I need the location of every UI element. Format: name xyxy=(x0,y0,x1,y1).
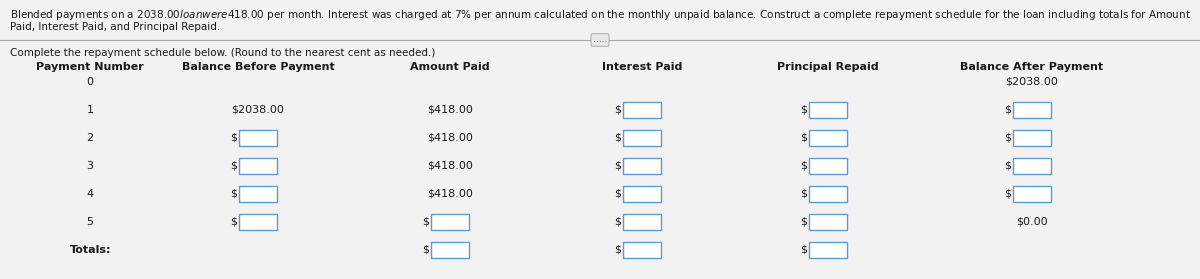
Text: Complete the repayment schedule below. (Round to the nearest cent as needed.): Complete the repayment schedule below. (… xyxy=(10,48,436,58)
Text: $: $ xyxy=(614,217,622,227)
Text: $418.00: $418.00 xyxy=(427,161,473,171)
Text: $: $ xyxy=(1004,161,1010,171)
Text: $: $ xyxy=(614,189,622,199)
FancyBboxPatch shape xyxy=(809,214,847,230)
Text: $: $ xyxy=(614,161,622,171)
Text: $: $ xyxy=(230,161,238,171)
FancyBboxPatch shape xyxy=(239,214,277,230)
Text: $: $ xyxy=(800,189,806,199)
Text: $418.00: $418.00 xyxy=(427,105,473,115)
Text: $: $ xyxy=(230,133,238,143)
Text: $: $ xyxy=(422,245,430,255)
Text: 3: 3 xyxy=(86,161,94,171)
Text: $: $ xyxy=(1004,189,1010,199)
Text: $418.00: $418.00 xyxy=(427,133,473,143)
Text: Payment Number: Payment Number xyxy=(36,62,144,72)
FancyBboxPatch shape xyxy=(623,242,661,258)
FancyBboxPatch shape xyxy=(431,214,469,230)
Text: $: $ xyxy=(1004,105,1010,115)
FancyBboxPatch shape xyxy=(239,130,277,146)
Text: $: $ xyxy=(800,161,806,171)
FancyBboxPatch shape xyxy=(623,214,661,230)
FancyBboxPatch shape xyxy=(431,242,469,258)
FancyBboxPatch shape xyxy=(809,102,847,118)
Text: .....: ..... xyxy=(593,35,607,44)
FancyBboxPatch shape xyxy=(809,158,847,174)
Text: 0: 0 xyxy=(86,77,94,87)
Text: $: $ xyxy=(614,133,622,143)
FancyBboxPatch shape xyxy=(809,186,847,202)
FancyBboxPatch shape xyxy=(809,130,847,146)
Text: 4: 4 xyxy=(86,189,94,199)
FancyBboxPatch shape xyxy=(623,158,661,174)
Text: $2038.00: $2038.00 xyxy=(1006,77,1058,87)
FancyBboxPatch shape xyxy=(239,158,277,174)
FancyBboxPatch shape xyxy=(623,186,661,202)
Text: $: $ xyxy=(614,105,622,115)
Text: 2: 2 xyxy=(86,133,94,143)
Text: Paid, Interest Paid, and Principal Repaid.: Paid, Interest Paid, and Principal Repai… xyxy=(10,22,221,32)
Text: $: $ xyxy=(800,133,806,143)
Text: $: $ xyxy=(800,105,806,115)
Text: Amount Paid: Amount Paid xyxy=(410,62,490,72)
Text: $: $ xyxy=(1004,133,1010,143)
Text: 5: 5 xyxy=(86,217,94,227)
FancyBboxPatch shape xyxy=(1013,130,1051,146)
Text: Balance Before Payment: Balance Before Payment xyxy=(181,62,335,72)
Text: $: $ xyxy=(230,217,238,227)
Text: Interest Paid: Interest Paid xyxy=(602,62,682,72)
Text: $: $ xyxy=(800,245,806,255)
Text: Principal Repaid: Principal Repaid xyxy=(778,62,878,72)
Text: Totals:: Totals: xyxy=(70,245,112,255)
Text: 1: 1 xyxy=(86,105,94,115)
FancyBboxPatch shape xyxy=(623,102,661,118)
Text: $: $ xyxy=(800,217,806,227)
FancyBboxPatch shape xyxy=(809,242,847,258)
FancyBboxPatch shape xyxy=(1013,158,1051,174)
Text: $2038.00: $2038.00 xyxy=(232,105,284,115)
Text: Balance After Payment: Balance After Payment xyxy=(960,62,1104,72)
FancyBboxPatch shape xyxy=(623,130,661,146)
FancyBboxPatch shape xyxy=(239,186,277,202)
FancyBboxPatch shape xyxy=(1013,186,1051,202)
Text: $418.00: $418.00 xyxy=(427,189,473,199)
Text: $: $ xyxy=(614,245,622,255)
Text: $0.00: $0.00 xyxy=(1016,217,1048,227)
Text: $: $ xyxy=(422,217,430,227)
FancyBboxPatch shape xyxy=(1013,102,1051,118)
Text: $: $ xyxy=(230,189,238,199)
Text: Blended payments on a $2038.00 loan were $418.00 per month. Interest was charged: Blended payments on a $2038.00 loan were… xyxy=(10,8,1190,22)
